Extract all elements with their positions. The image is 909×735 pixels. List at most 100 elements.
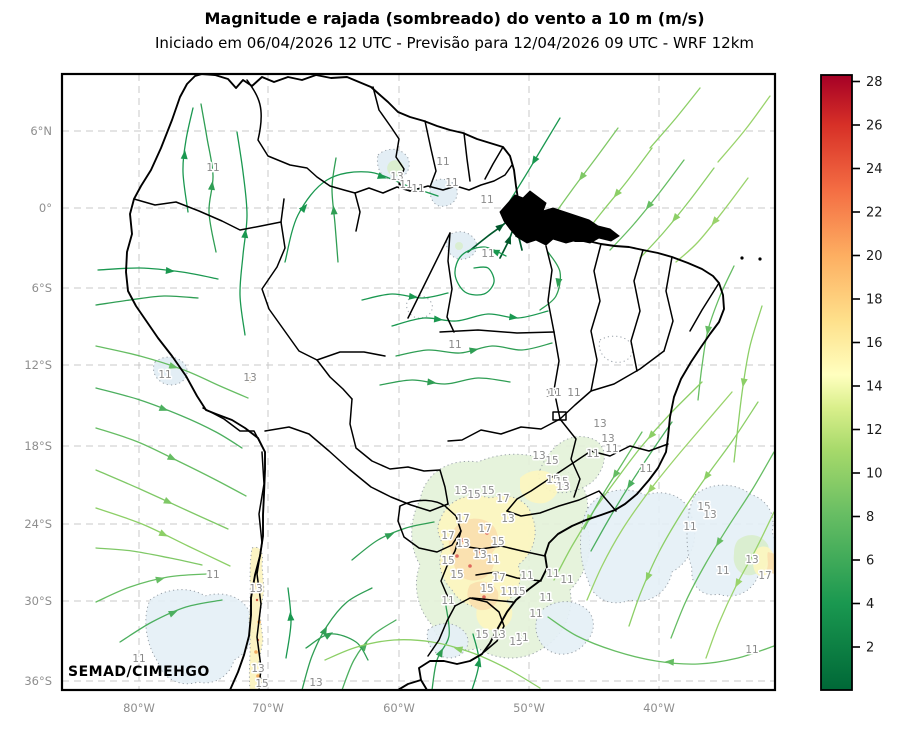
axis-labels: 6°N 0° 6°S 12°S 18°S 24°S 30°S 36°S 80°W 70°W 60°W… — [24, 124, 675, 715]
streamline-arrow-icon — [166, 453, 177, 461]
streamline-arrow-icon — [490, 249, 501, 257]
streamline-arrow-icon — [627, 479, 635, 489]
lat-tick-label: 36°S — [24, 674, 52, 688]
contour-label: 13 — [243, 372, 256, 384]
streamline-arrow-icon — [474, 657, 482, 668]
watermark: SEMAD/CIMEHGO — [68, 664, 210, 680]
contour-label: 11 — [448, 339, 461, 351]
contour-label: 13 — [456, 538, 469, 550]
contour-label: 15 — [512, 586, 525, 598]
colorbar-tick-label: 14 — [866, 380, 883, 395]
contour-label: 13 — [593, 418, 606, 430]
contour-label: 17 — [758, 570, 771, 582]
coastlines-borders — [125, 74, 762, 690]
streamline-arrow-icon — [435, 647, 444, 658]
streamline-arrow-icon — [168, 610, 178, 618]
contour-label: 11 — [132, 653, 145, 665]
map-frame — [60, 72, 777, 692]
contour-label: 13 — [532, 450, 545, 462]
contour-label: 11 — [605, 443, 618, 455]
streamline-arrow-icon — [208, 180, 215, 191]
contour-label: 13 — [473, 549, 486, 561]
contour-label: 15 — [450, 569, 463, 581]
streamline-arrow-icon — [578, 171, 588, 181]
streamline-arrow-icon — [330, 205, 338, 215]
contour-label: 11 — [520, 570, 533, 582]
contour-label: 11 — [745, 644, 758, 656]
streamline-arrow-icon — [155, 576, 165, 584]
contour-label: 13 — [501, 513, 514, 525]
contour-label: 15 — [255, 678, 268, 690]
streamline-arrow-icon — [319, 626, 328, 636]
contour-label: 11 — [529, 608, 542, 620]
contour-label: 11 — [539, 592, 552, 604]
lat-tick-label: 12°S — [24, 358, 52, 372]
contour-label: 13 — [509, 636, 522, 648]
lat-tick-label: 24°S — [24, 517, 52, 531]
contour-label: 11 — [560, 574, 573, 586]
contour-label: 11 — [481, 248, 494, 260]
colorbar-tick-label: 22 — [866, 206, 883, 221]
streamline-arrow-icon — [711, 216, 720, 226]
contour-label: 13 — [601, 433, 614, 445]
lon-tick-label: 80°W — [123, 701, 155, 715]
streamline-arrow-icon — [612, 469, 621, 479]
contour-label: 11 — [548, 387, 561, 399]
streamline-arrow-icon — [384, 533, 395, 540]
contour-label: 15 — [491, 536, 504, 548]
streamline-arrow-icon — [287, 611, 295, 621]
streamline-arrow-icon — [508, 313, 519, 321]
contour-label: 11 — [158, 369, 171, 381]
contour-label: 13 — [745, 554, 758, 566]
colorbar-tick-label: 12 — [866, 423, 883, 438]
streamline-arrow-icon — [241, 228, 249, 239]
contour-label: 11 — [716, 565, 729, 577]
contour-label: 13 — [251, 663, 264, 675]
streamline-arrow-icon — [180, 150, 188, 160]
contour-label: 11 — [486, 554, 499, 566]
streamline-arrow-icon — [645, 200, 655, 210]
contour-label: 11 — [480, 194, 493, 206]
colorbar-tick-label: 28 — [866, 75, 883, 90]
streamline-arrow-icon — [163, 497, 173, 504]
streamline-arrow-icon — [323, 632, 334, 640]
streamline-arrow-icon — [427, 378, 437, 386]
contour-label: 17 — [456, 513, 469, 525]
streamline-arrow-icon — [298, 203, 308, 213]
streamline-arrow-icon — [165, 266, 175, 274]
streamline-arrow-icon — [555, 277, 563, 288]
colorbar-tick-label: 24 — [866, 162, 883, 177]
streamline-arrow-icon — [715, 537, 724, 547]
contour-label: 17 — [496, 493, 509, 505]
streamline-arrow-icon — [158, 529, 169, 537]
contour-label: 11 — [586, 448, 599, 460]
colorbar-tick-label: 20 — [866, 249, 883, 264]
streamline-arrow-icon — [433, 315, 444, 323]
contour-label: 15 — [480, 583, 493, 595]
lon-tick-label: 60°W — [383, 701, 415, 715]
contour-label: 13 — [703, 509, 716, 521]
streamline-arrow-icon — [376, 172, 387, 179]
lon-tick-label: 70°W — [252, 701, 284, 715]
streamline-arrow-icon — [645, 571, 653, 582]
contour-label: 11 — [399, 179, 412, 191]
colorbar-tick-label: 4 — [866, 597, 874, 612]
streamline-arrow-icon — [671, 213, 681, 223]
contour-label: 13 — [249, 583, 262, 595]
colorbar-tick-label: 8 — [866, 510, 874, 525]
colorbar-tick-label: 26 — [866, 119, 883, 134]
streamline-arrow-icon — [408, 292, 419, 300]
figure-title: Magnitude e rajada (sombreado) do vento … — [204, 9, 705, 28]
figure-subtitle: Iniciado em 06/04/2026 12 UTC - Previsão… — [154, 34, 755, 52]
streamline-arrow-icon — [647, 430, 657, 440]
contour-label: 11 — [445, 177, 458, 189]
contour-label: 11 — [639, 463, 652, 475]
streamline-arrow-icon — [504, 234, 512, 245]
streamline-arrow-icon — [168, 362, 179, 369]
lat-tick-label: 6°N — [30, 124, 52, 138]
colorbar-tick-label: 18 — [866, 293, 883, 308]
